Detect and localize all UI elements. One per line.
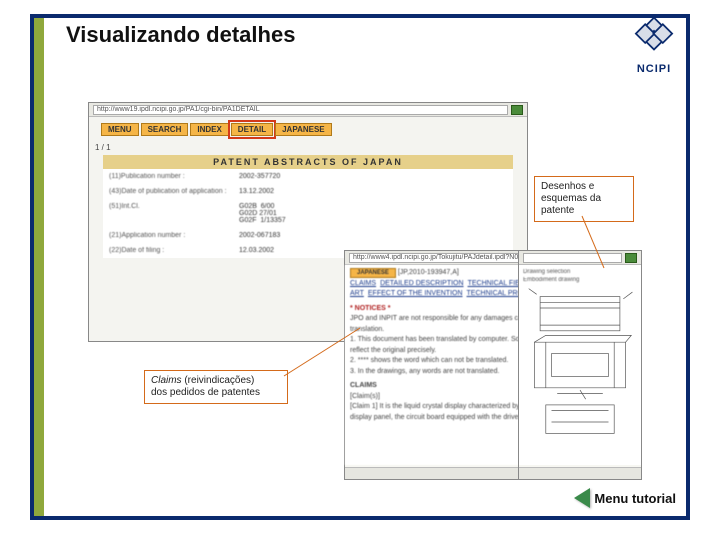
menu-tutorial[interactable]: Menu tutorial — [574, 488, 676, 508]
go-button[interactable] — [625, 253, 637, 263]
section-link[interactable]: EFFECT OF THE INVENTION — [368, 290, 463, 297]
url-field[interactable] — [523, 253, 622, 263]
nav-btn-japanese[interactable]: JAPANESE — [275, 123, 332, 136]
status-bar — [519, 467, 641, 479]
callout-drawings: Desenhos e esquemas da patente — [534, 176, 634, 222]
doc-field: (43)Date of publication of application :… — [103, 184, 513, 199]
drawing-sub: Embodiment drawing — [523, 277, 637, 283]
doc-field: (21)Application number :2002-067183 — [103, 228, 513, 243]
nav-button-row: MENUSEARCHINDEXDETAILJAPANESE — [89, 117, 527, 142]
patent-drawing — [523, 285, 637, 445]
nav-btn-index[interactable]: INDEX — [190, 123, 228, 136]
result-counter: 1 / 1 — [95, 143, 111, 152]
document-body: PATENT ABSTRACTS OF JAPAN (11)Publicatio… — [103, 155, 513, 258]
drawing-header: Drawing selection — [523, 269, 637, 275]
logo-text: NCIPI — [632, 63, 676, 75]
japanese-button[interactable]: JAPANESE — [350, 268, 396, 278]
go-button[interactable] — [511, 105, 523, 115]
back-arrow-icon[interactable] — [574, 488, 590, 508]
page-title: Visualizando detalhes — [66, 22, 295, 48]
menu-tutorial-label: Menu tutorial — [594, 491, 676, 506]
doc-field: (51)Int.Cl.G02B 6/00 G02D 27/01 G02F 1/1… — [103, 199, 513, 228]
section-link[interactable]: CLAIMS — [350, 280, 376, 287]
nav-btn-detail[interactable]: DETAIL — [231, 123, 273, 136]
section-link[interactable]: DETAILED DESCRIPTION — [380, 280, 464, 287]
address-bar — [519, 251, 641, 265]
logo: NCIPI — [632, 16, 676, 75]
logo-icon — [632, 16, 676, 60]
nav-btn-menu[interactable]: MENU — [101, 123, 139, 136]
doc-field: (11)Publication number :2002-357720 — [103, 169, 513, 184]
doc-id: [JP,2010-193947,A] — [398, 269, 459, 276]
callout-claims: Claims (reivindicações) dos pedidos de p… — [144, 370, 288, 404]
browser-drawings: Drawing selection Embodiment drawing — [518, 250, 642, 480]
document-title: PATENT ABSTRACTS OF JAPAN — [103, 155, 513, 169]
address-bar: http://www19.ipdl.ncipi.go.jp/PA1/cgi-bi… — [89, 103, 527, 117]
nav-btn-search[interactable]: SEARCH — [141, 123, 189, 136]
url-field[interactable]: http://www19.ipdl.ncipi.go.jp/PA1/cgi-bi… — [93, 105, 508, 115]
